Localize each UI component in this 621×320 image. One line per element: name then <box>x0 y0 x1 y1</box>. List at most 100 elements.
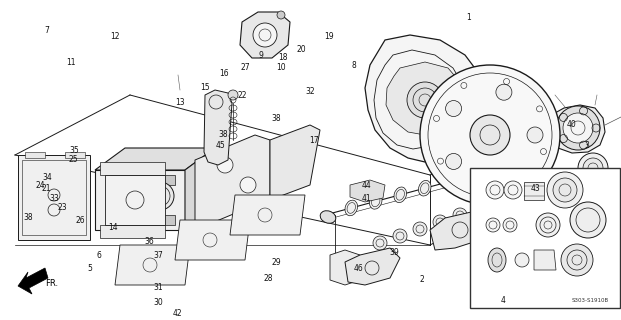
Polygon shape <box>386 62 462 135</box>
Ellipse shape <box>583 199 603 213</box>
Circle shape <box>527 127 543 143</box>
Text: 45: 45 <box>215 141 225 150</box>
Text: 2: 2 <box>420 276 425 284</box>
Circle shape <box>373 236 387 250</box>
Text: FR.: FR. <box>45 278 58 287</box>
Circle shape <box>146 182 174 210</box>
Text: 27: 27 <box>240 63 250 72</box>
Text: 14: 14 <box>108 223 118 232</box>
Circle shape <box>536 213 560 237</box>
Circle shape <box>496 170 512 186</box>
Bar <box>470 168 620 308</box>
Polygon shape <box>110 215 175 225</box>
Text: 16: 16 <box>219 69 229 78</box>
Text: 42: 42 <box>172 309 182 318</box>
Polygon shape <box>185 148 215 230</box>
Polygon shape <box>95 170 185 230</box>
Text: 6: 6 <box>97 252 102 260</box>
Text: S303-S1910B: S303-S1910B <box>571 298 609 302</box>
Text: 33: 33 <box>50 194 60 203</box>
Circle shape <box>407 82 443 118</box>
Text: 40: 40 <box>566 120 576 129</box>
Polygon shape <box>105 175 165 225</box>
Circle shape <box>446 154 461 170</box>
Text: 23: 23 <box>57 204 67 212</box>
Circle shape <box>453 208 467 222</box>
Circle shape <box>473 201 487 215</box>
Text: 4: 4 <box>501 296 505 305</box>
Text: 29: 29 <box>271 258 281 267</box>
Circle shape <box>503 218 517 232</box>
Circle shape <box>570 202 606 238</box>
Polygon shape <box>345 248 400 285</box>
Circle shape <box>116 182 144 210</box>
Polygon shape <box>18 268 48 294</box>
Polygon shape <box>25 152 45 158</box>
Polygon shape <box>430 210 490 250</box>
Text: 7: 7 <box>44 26 49 35</box>
Text: 24: 24 <box>35 181 45 190</box>
Text: 46: 46 <box>354 264 364 273</box>
Ellipse shape <box>419 180 431 196</box>
Text: 25: 25 <box>68 156 78 164</box>
Text: 34: 34 <box>42 173 52 182</box>
Text: 11: 11 <box>66 58 76 67</box>
Circle shape <box>496 84 512 100</box>
Ellipse shape <box>443 174 456 189</box>
Ellipse shape <box>468 167 480 183</box>
Polygon shape <box>100 162 165 175</box>
Text: 13: 13 <box>175 98 185 107</box>
Polygon shape <box>65 152 85 158</box>
Polygon shape <box>110 175 175 185</box>
Text: 44: 44 <box>361 181 371 190</box>
Polygon shape <box>550 105 605 153</box>
Ellipse shape <box>345 200 358 216</box>
Text: 38: 38 <box>23 213 33 222</box>
Polygon shape <box>270 125 320 200</box>
Circle shape <box>547 172 583 208</box>
Polygon shape <box>115 245 190 285</box>
Circle shape <box>504 181 522 199</box>
Polygon shape <box>230 195 305 235</box>
Circle shape <box>433 215 447 229</box>
Text: 39: 39 <box>389 248 399 257</box>
Circle shape <box>515 253 529 267</box>
Text: 10: 10 <box>276 63 286 72</box>
Text: 21: 21 <box>42 184 52 193</box>
Circle shape <box>217 157 233 173</box>
Text: 35: 35 <box>70 146 79 155</box>
Circle shape <box>556 106 600 150</box>
Circle shape <box>563 113 593 143</box>
Circle shape <box>446 100 461 116</box>
Circle shape <box>522 172 558 208</box>
Ellipse shape <box>488 248 506 272</box>
Text: 38: 38 <box>271 114 281 123</box>
Polygon shape <box>534 250 556 270</box>
Circle shape <box>413 222 427 236</box>
Ellipse shape <box>561 201 579 225</box>
Text: 28: 28 <box>263 274 273 283</box>
Polygon shape <box>175 220 250 260</box>
Text: 19: 19 <box>324 32 334 41</box>
Text: 15: 15 <box>200 84 210 92</box>
Circle shape <box>553 178 577 202</box>
Polygon shape <box>195 135 270 230</box>
Ellipse shape <box>583 183 603 197</box>
Circle shape <box>578 153 608 183</box>
Circle shape <box>228 90 238 100</box>
Circle shape <box>486 181 504 199</box>
Text: 32: 32 <box>306 87 315 96</box>
Text: 36: 36 <box>144 237 154 246</box>
Circle shape <box>240 177 256 193</box>
Text: 43: 43 <box>530 184 540 193</box>
Circle shape <box>561 244 593 276</box>
Circle shape <box>253 23 277 47</box>
Text: 41: 41 <box>361 194 371 203</box>
Text: 26: 26 <box>76 216 86 225</box>
Polygon shape <box>95 148 215 170</box>
Text: 30: 30 <box>153 298 163 307</box>
Polygon shape <box>18 155 90 240</box>
Text: 37: 37 <box>153 252 163 260</box>
Ellipse shape <box>394 187 407 203</box>
Ellipse shape <box>549 208 567 232</box>
